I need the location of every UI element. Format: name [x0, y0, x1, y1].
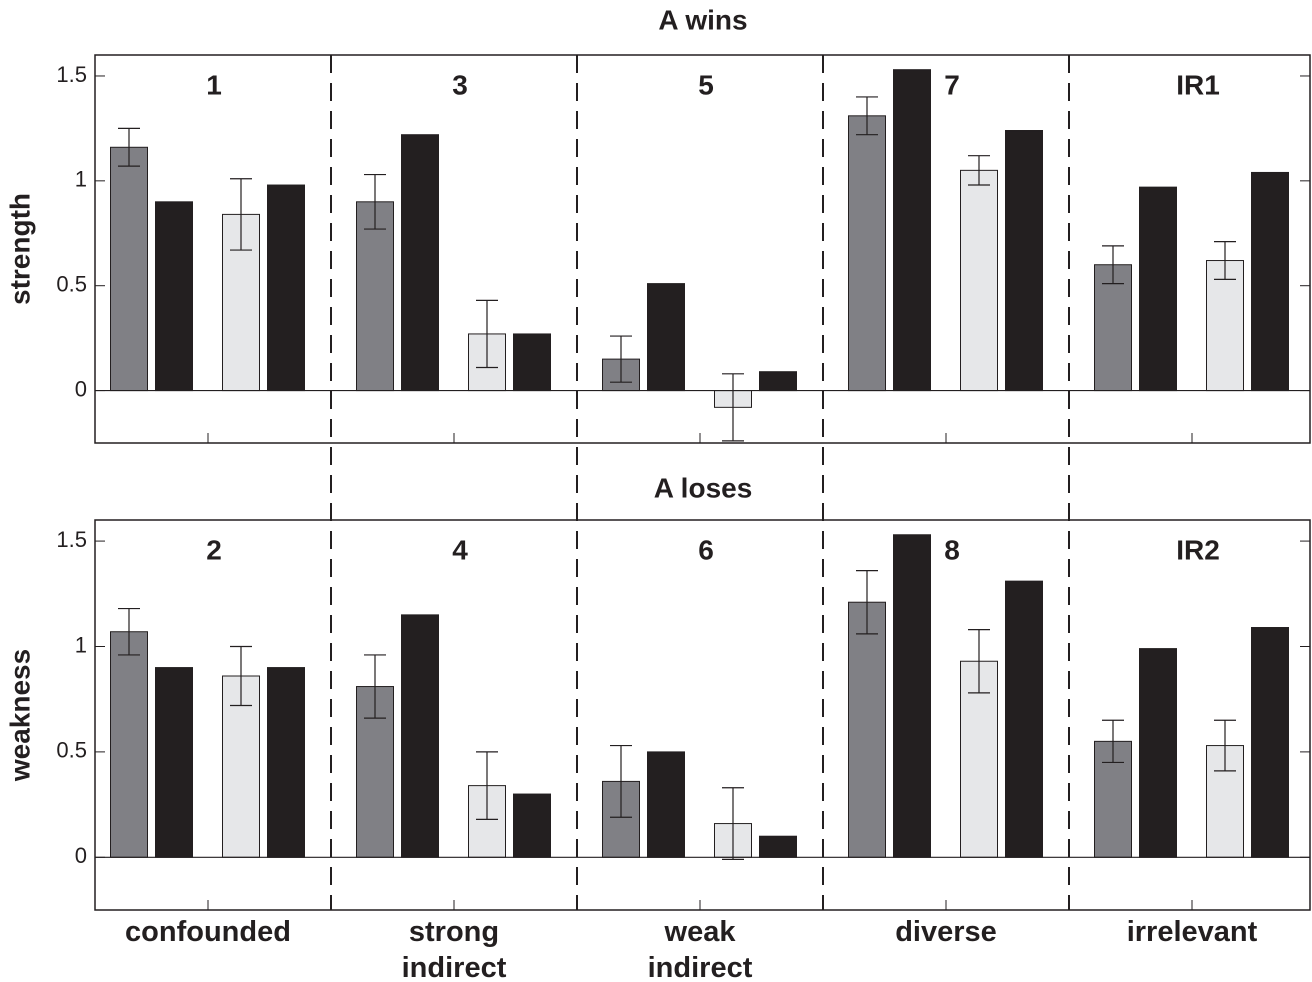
- error-bar: [1102, 719, 1124, 764]
- x-tick-label: diverse: [895, 916, 997, 948]
- bar: [1005, 130, 1043, 392]
- y-axis-label: weakness: [4, 649, 35, 782]
- bar: [848, 601, 886, 858]
- panel-title: A loses: [654, 472, 753, 503]
- bar: [1251, 627, 1289, 858]
- panel-label: 5: [698, 69, 714, 100]
- y-axis-label: strength: [4, 193, 35, 305]
- error-bar: [610, 744, 632, 818]
- bar: [513, 333, 551, 392]
- bar: [893, 534, 931, 858]
- y-tick-label: 0: [75, 376, 87, 401]
- bar: [647, 283, 685, 392]
- error-bar: [610, 335, 632, 383]
- bar: [267, 184, 305, 392]
- panel-label: 3: [452, 69, 468, 100]
- error-bar: [230, 178, 252, 251]
- panel-label: 7: [944, 69, 960, 100]
- error-bar: [476, 751, 498, 820]
- bar: [848, 115, 886, 392]
- error-bar: [118, 607, 140, 656]
- y-tick-label: 0: [75, 843, 87, 868]
- error-bar: [230, 645, 252, 707]
- bar: [759, 371, 797, 392]
- bar: [1139, 186, 1177, 392]
- panel-label: 2: [206, 534, 222, 565]
- x-tick-label: weak indirect: [647, 916, 753, 982]
- error-bar: [1214, 719, 1236, 772]
- bar: [356, 201, 394, 392]
- panel-title: A wins: [658, 4, 747, 35]
- y-tick-label: 0.5: [56, 272, 87, 297]
- error-bar: [476, 299, 498, 369]
- bar: [960, 169, 998, 392]
- error-bar: [118, 127, 140, 167]
- bar: [1139, 648, 1177, 858]
- panel-label: 6: [698, 534, 714, 565]
- panel-label: IR1: [1176, 69, 1220, 100]
- y-tick-label: 1.5: [56, 62, 87, 87]
- bar: [401, 134, 439, 392]
- panel-label: IR2: [1176, 534, 1220, 565]
- y-tick-label: 0.5: [56, 738, 87, 763]
- error-bar: [1214, 241, 1236, 281]
- panel-label: 1: [206, 69, 222, 100]
- bar: [1005, 580, 1043, 858]
- y-tick-label: 1: [75, 167, 87, 192]
- error-bar: [968, 155, 990, 186]
- panel-label: 8: [944, 534, 960, 565]
- bar: [110, 631, 148, 858]
- error-bar: [968, 629, 990, 694]
- bar: [110, 146, 148, 392]
- error-bar: [364, 654, 386, 719]
- bar: [155, 201, 193, 392]
- error-bar: [722, 373, 744, 442]
- error-bar: [364, 173, 386, 230]
- panel-label: 4: [452, 534, 468, 565]
- y-tick-label: 1.5: [56, 527, 87, 552]
- bar: [513, 793, 551, 858]
- plot-frame: [94, 519, 1311, 911]
- error-bar: [722, 787, 744, 861]
- error-bar: [856, 96, 878, 136]
- bar: [647, 751, 685, 858]
- bar: [1251, 171, 1289, 392]
- error-bar: [1102, 245, 1124, 285]
- bar: [1206, 260, 1244, 392]
- bar: [155, 667, 193, 858]
- x-tick-label: confounded: [125, 916, 291, 948]
- x-tick-label: irrelevant: [1126, 916, 1258, 948]
- bar: [401, 614, 439, 858]
- x-tick-label: strong indirect: [401, 916, 507, 982]
- bar: [759, 835, 797, 858]
- plot-frame: [94, 54, 1311, 444]
- y-tick-label: 1: [75, 632, 87, 657]
- bar: [893, 69, 931, 392]
- error-bar: [856, 569, 878, 635]
- bar: [267, 667, 305, 858]
